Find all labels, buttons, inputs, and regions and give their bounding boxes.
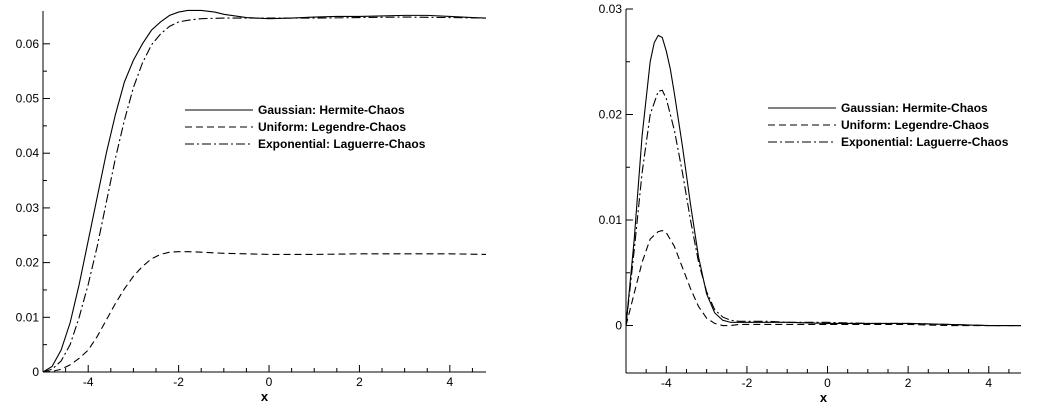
y-tick-label: 0.02 [599, 108, 623, 122]
y-tick-label: 0.01 [599, 213, 623, 227]
y-tick-label: 0.06 [16, 37, 40, 51]
x-axis-title: x [820, 390, 828, 405]
y-tick-label: 0.04 [16, 146, 40, 160]
y-tick-label: 0 [615, 319, 622, 333]
x-axis-title: x [261, 389, 269, 404]
y-tick-label: 0.03 [599, 2, 623, 16]
series-line-dashed [625, 229, 1021, 327]
y-tick-label: 0.05 [16, 92, 40, 106]
x-tick-label: 4 [985, 376, 992, 390]
x-tick-label: -4 [661, 376, 672, 390]
series-line-solid [42, 9, 487, 373]
x-tick-label: -2 [173, 375, 184, 389]
y-tick-label: 0.02 [16, 256, 40, 270]
x-tick-label: 0 [266, 375, 273, 389]
legend-label: Exponential: Laguerre-Chaos [258, 137, 426, 151]
series-line-dashed [42, 251, 487, 373]
legend-label: Gaussian: Hermite-Chaos [258, 103, 405, 117]
x-tick-label: 4 [446, 375, 453, 389]
legend-label: Gaussian: Hermite-Chaos [841, 101, 988, 115]
series-line-dashdot [42, 16, 487, 373]
y-tick-label: 0 [32, 365, 39, 379]
legend-label: Uniform: Legendre-Chaos [258, 120, 406, 134]
x-tick-label: 2 [905, 376, 912, 390]
chart-left: 0 0.01 0.02 0.03 0.04 0.05 0.06 -4 -2 0 2 4 x Gaussia… [16, 9, 487, 404]
x-tick-label: 2 [356, 375, 363, 389]
legend-label: Exponential: Laguerre-Chaos [841, 135, 1009, 149]
chart-right: 0 0.01 0.02 0.03 -4 -2 0 2 4 x Gaussian: Hermite-C… [599, 2, 1021, 405]
series-line-solid [625, 34, 1021, 327]
x-tick-label: 0 [824, 376, 831, 390]
legend-label: Uniform: Legendre-Chaos [841, 118, 989, 132]
y-tick-label: 0.01 [16, 310, 40, 324]
y-tick-label: 0.03 [16, 201, 40, 215]
series-line-dashdot [625, 89, 1021, 327]
x-tick-label: -2 [742, 376, 753, 390]
x-tick-label: -4 [83, 375, 94, 389]
